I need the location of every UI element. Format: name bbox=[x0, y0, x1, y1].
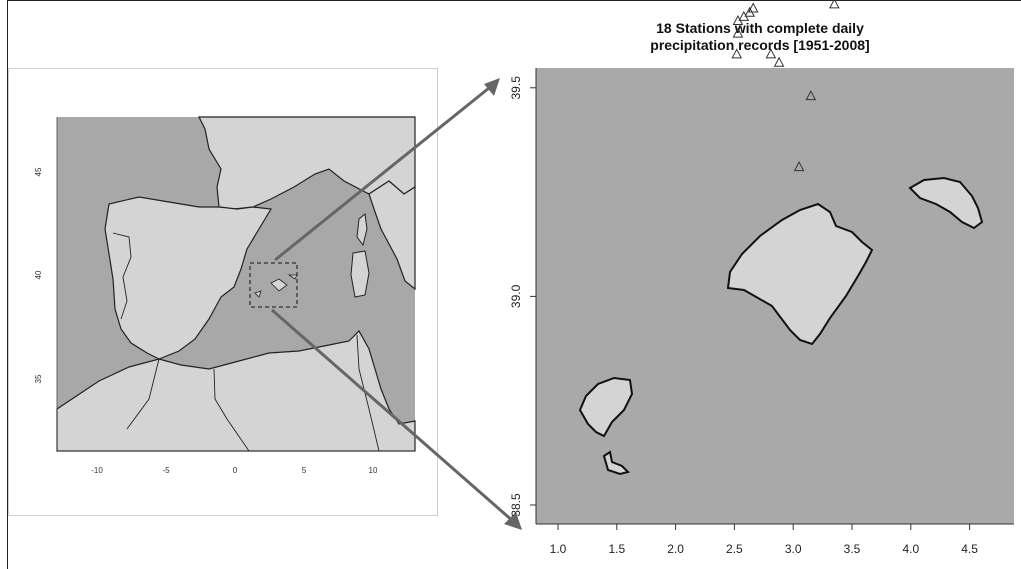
detail-title-line1: 18 Stations with complete daily bbox=[656, 20, 864, 36]
detail-x-tick-label: 3.0 bbox=[785, 542, 802, 556]
overview-selection-box bbox=[249, 262, 298, 308]
detail-x-tick-label: 4.0 bbox=[902, 542, 919, 556]
overview-y-tick: 45 bbox=[34, 167, 43, 176]
connector-arrows bbox=[271, 78, 522, 530]
detail-x-tick-label: 2.0 bbox=[667, 542, 684, 556]
overview-y-tick: 40 bbox=[34, 270, 43, 279]
station-marker bbox=[773, 56, 785, 67]
detail-land-formentera bbox=[602, 450, 630, 476]
frame-top-line bbox=[7, 0, 1021, 1]
detail-stations bbox=[731, 0, 840, 172]
detail-land-mallorca bbox=[726, 202, 874, 346]
connector-arrowhead-upper bbox=[484, 78, 500, 96]
overview-land-mallorca bbox=[270, 278, 288, 292]
detail-x-tick-label: 1.5 bbox=[608, 542, 625, 556]
detail-title-line2: precipitation records [1951-2008] bbox=[650, 37, 870, 53]
connector-arrow-upper bbox=[274, 82, 495, 262]
detail-y-tick-label: 39.0 bbox=[509, 284, 523, 308]
overview-y-tick: 35 bbox=[34, 374, 43, 383]
station-marker bbox=[793, 160, 805, 172]
station-marker bbox=[747, 2, 759, 13]
station-marker bbox=[829, 0, 840, 9]
overview-land-menorca bbox=[287, 274, 298, 280]
overview-border-portugal bbox=[112, 232, 132, 320]
detail-x-tick-label: 3.5 bbox=[844, 542, 861, 556]
connector-arrowhead-lower bbox=[504, 512, 522, 530]
detail-y-tick-label: 39.5 bbox=[509, 76, 523, 100]
overview-y-ticks: 45 40 35 bbox=[34, 167, 43, 383]
overview-land-ibiza bbox=[254, 290, 262, 298]
overview-land-italy bbox=[368, 180, 416, 291]
detail-x-tick-label: 2.5 bbox=[726, 542, 743, 556]
overview-map-panel: -10 -5 0 5 10 45 40 35 bbox=[8, 68, 438, 516]
overview-map: -10 -5 0 5 10 45 40 35 bbox=[34, 116, 416, 475]
detail-y-ticks: 38.539.039.540.040.5 bbox=[509, 76, 536, 517]
overview-land-corsica bbox=[356, 213, 368, 247]
overview-x-tick: 5 bbox=[302, 466, 307, 475]
frame-left-line bbox=[7, 0, 8, 569]
overview-x-ticks: -10 -5 0 5 10 bbox=[91, 466, 378, 475]
station-marker bbox=[732, 27, 744, 38]
overview-x-tick: -5 bbox=[162, 466, 170, 475]
detail-x-tick-label: 1.0 bbox=[550, 542, 567, 556]
overview-land-iberia bbox=[104, 196, 272, 360]
connector-arrow-lower bbox=[271, 308, 515, 524]
detail-land-menorca bbox=[908, 176, 984, 230]
station-marker bbox=[765, 48, 777, 59]
overview-x-tick: 0 bbox=[233, 466, 238, 475]
detail-x-ticks: 1.0 1.5 2.0 2.5 3.0 3.5 4.0 4.5 bbox=[550, 524, 978, 556]
overview-border-morocco bbox=[126, 358, 160, 430]
detail-map-title: 18 Stations with complete daily precipit… bbox=[560, 20, 960, 54]
detail-x-tick-label: 4.5 bbox=[961, 542, 978, 556]
overview-land-sardinia bbox=[350, 250, 370, 298]
overview-x-tick: 10 bbox=[369, 466, 378, 475]
station-marker bbox=[731, 48, 743, 59]
station-marker bbox=[805, 90, 817, 101]
detail-y-tick-label: 38.5 bbox=[509, 493, 523, 517]
detail-land-ibiza bbox=[578, 376, 634, 438]
overview-x-tick: -10 bbox=[91, 466, 103, 475]
overview-border-algeria bbox=[213, 368, 250, 452]
